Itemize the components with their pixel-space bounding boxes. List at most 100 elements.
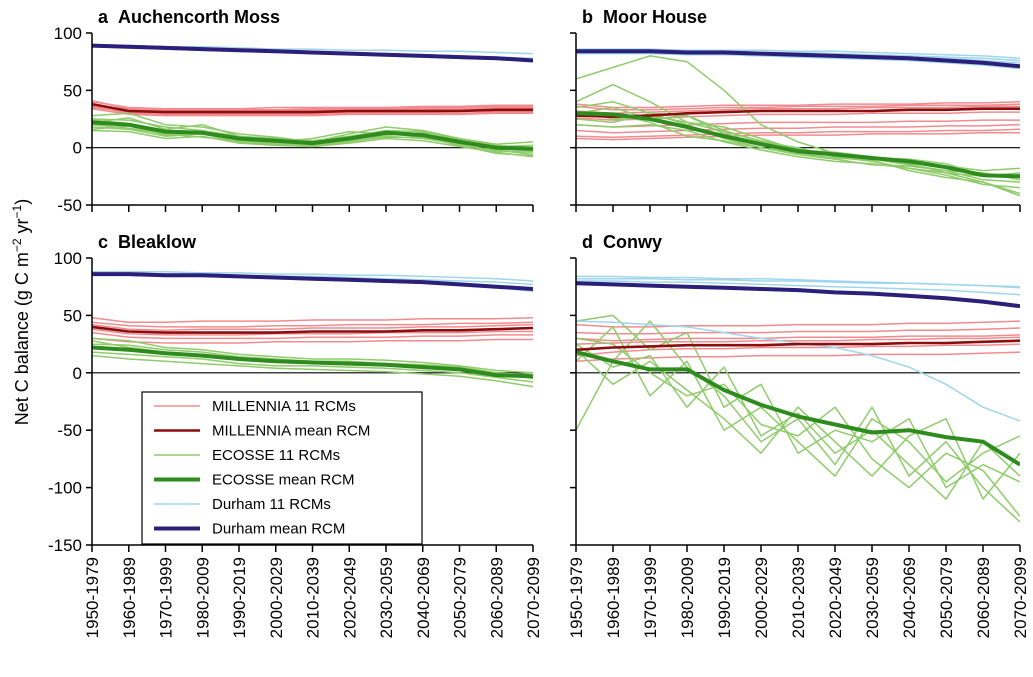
series-millennia-ensemble-2 [576,119,1020,128]
x-tick-label: 2030-2059 [377,557,396,638]
panel-letter: a [98,7,109,27]
series-ecosse-ensemble-1 [576,320,1020,523]
legend-item: MILLENNIA 11 RCMs [154,398,356,415]
series-durham-mean [92,43,533,63]
series-millennia-ensemble-6 [92,99,533,112]
y-axis-label-sup2: −1 [10,204,24,218]
y-tick-label: 100 [54,249,82,268]
series-millennia-ensemble-8 [576,132,1020,141]
series-durham-mean [92,272,533,291]
y-tick-label: -50 [57,196,82,215]
series-millennia-ensemble-5 [92,107,533,117]
series-millennia-ensemble-1 [576,320,1020,328]
panel-title: c Bleaklow [98,232,197,252]
y-axis-label-sup1: −2 [10,238,24,252]
y-tick-label: -50 [57,421,82,440]
series-millennia-ensemble-3 [576,128,1020,139]
legend-label: MILLENNIA 11 RCMs [212,398,356,415]
panel-letter: d [582,232,593,252]
x-tick-label: 1950-1979 [567,557,586,638]
series-ecosse-ensemble-1 [92,337,533,374]
x-tick-label: 1980-2009 [193,557,212,638]
series-ecosse-ensemble-5 [92,117,533,156]
legend-item: ECOSSE mean RCM [154,472,355,489]
legend-item: MILLENNIA mean RCM [154,423,370,440]
series-ecosse-mean [576,111,1020,179]
series-durham-mean [576,281,1020,309]
series-group [576,48,1020,197]
panel-site-name: Conwy [603,232,662,252]
series-durham-ensemble-3 [576,275,1020,289]
panels-group: -50 0 50 100 a Auchencorth Moss b Moor House -15… [48,7,1030,638]
series-millennia-ensemble-1 [576,101,1020,109]
panel-c: -150 -100 -50 0 50 100 1950-1979 1960-1989 1970-… [48,232,543,638]
series-millennia-ensemble-2 [576,351,1020,363]
series-ecosse-ensemble-6 [576,343,1020,500]
legend-label: Durham 11 RCMs [212,496,331,513]
series-ecosse-ensemble-4 [92,129,533,158]
y-tick-label: 50 [63,81,82,100]
x-tick-label: 2050-2079 [937,557,956,638]
series-millennia-ensemble-6 [92,328,533,336]
y-axis-label: Net C balance (g C m−2 yr−1) [10,199,32,425]
series-group [92,43,533,158]
legend: MILLENNIA 11 RCMs MILLENNIA mean RCM ECOSS… [141,391,423,545]
panel-b: b Moor House [570,7,1021,212]
legend-box [141,391,423,545]
x-tick-label: 2060-2089 [974,557,993,638]
series-ecosse-ensemble-5 [576,326,1020,483]
x-tick-label: 2030-2059 [863,557,882,638]
legend-item: Durham 11 RCMs [154,496,331,513]
series-millennia-ensemble-2 [92,331,533,340]
panel-site-name: Auchencorth Moss [118,7,280,27]
panel-title: d Conwy [582,232,662,252]
series-ecosse-ensemble-2 [92,354,533,388]
x-tick-label: 1980-2009 [678,557,697,638]
x-tick-label: 1990-2019 [230,557,249,638]
series-ecosse-mean [576,350,1020,467]
series-group [576,275,1020,523]
x-tick-label: 2050-2079 [451,557,470,638]
legend-item: ECOSSE 11 RCMs [154,447,340,464]
x-tick-label: 1960-1989 [120,557,139,638]
series-millennia-ensemble-5 [92,321,533,328]
y-tick-label: 100 [54,24,82,43]
series-millennia-mean [92,325,533,334]
x-tick-label: 2020-2049 [340,557,359,638]
y-tick-label: -150 [48,536,82,555]
series-ecosse-ensemble-5 [576,123,1020,189]
x-tick-label: 2070-2099 [524,557,543,638]
y-tick-label: 50 [63,306,82,325]
series-ecosse-mean [92,120,533,151]
y-tick-label: -100 [48,479,82,498]
series-millennia-ensemble-3 [576,334,1020,342]
panel-title: b Moor House [582,7,707,27]
panel-letter: b [582,7,593,27]
series-millennia-ensemble-3 [92,323,533,332]
legend-label: ECOSSE mean RCM [212,472,355,489]
series-durham-ensemble-1 [92,271,533,282]
legend-label: ECOSSE 11 RCMs [212,447,340,464]
x-tick-label: 1990-2019 [715,557,734,638]
y-axis-label-main: Net C balance (g C m [12,252,32,425]
y-axis-label-end: ) [12,199,32,205]
series-millennia-ensemble-4 [92,337,533,344]
y-tick-label: 0 [73,139,82,158]
legend-label: MILLENNIA mean RCM [212,423,370,440]
series-millennia-mean [576,339,1020,352]
panel-a: -50 0 50 100 a Auchencorth Moss [54,7,534,215]
legend-item: Durham mean RCM [154,521,345,538]
series-ecosse-ensemble-3 [576,349,1020,500]
x-tick-label: 1960-1989 [604,557,623,638]
series-millennia-ensemble-2 [92,105,533,116]
x-tick-label: 2010-2039 [304,557,323,638]
x-tick-label: 1970-1999 [641,557,660,638]
series-millennia-ensemble-4 [576,105,1020,115]
panel-title: a Auchencorth Moss [98,7,280,27]
series-ecosse-ensemble-3 [576,112,1020,181]
series-ecosse-ensemble-7 [576,112,1020,197]
x-tick-label: 2040-2069 [900,557,919,638]
legend-label: Durham mean RCM [212,521,345,538]
series-durham-ensemble-1 [576,48,1020,59]
